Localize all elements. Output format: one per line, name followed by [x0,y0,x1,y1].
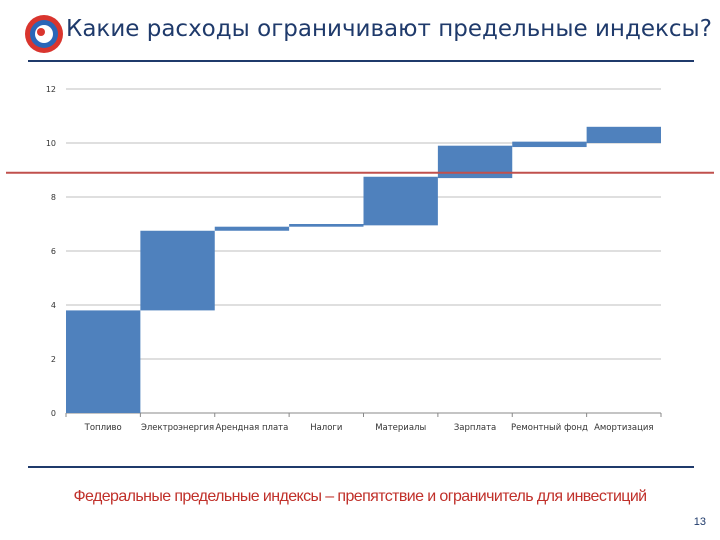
x-tick-label: Ремонтный фонд [511,423,588,433]
y-tick-label: 6 [51,247,56,256]
title-divider [28,60,694,62]
bar-5 [363,176,438,226]
y-tick-label: 8 [51,193,56,202]
y-tick-label: 4 [51,301,56,310]
page-number: 13 [693,516,706,528]
y-tick-label: 0 [51,409,56,418]
x-tick-label: Амортизация [594,423,653,433]
x-tick-label: Зарплата [454,423,496,433]
page-title: Какие расходы ограничивают предельные ин… [66,16,712,42]
bar-3 [214,226,290,231]
bar-1 [66,310,141,413]
bar-2 [140,230,215,311]
x-tick-label: Налоги [310,423,342,433]
y-tick-label: 10 [46,139,56,148]
x-tick-label: Арендная плата [216,423,289,433]
waterfall-chart: 0 2 4 6 8 10 12 Топливо Электроэнергия Арендная п… [6,85,714,433]
bar-8 [586,126,661,143]
footer-caption: Федеральные предельные индексы – препятс… [73,488,647,505]
x-tick-label: Материалы [375,423,426,433]
footer-divider [28,466,694,468]
y-tick-label: 2 [51,355,56,364]
logo-icon [24,14,64,54]
bar-7 [512,141,587,148]
x-tick-label: Топливо [84,423,122,433]
y-tick-label: 12 [46,85,56,94]
bar-4 [289,224,364,227]
x-tick-label: Электроэнергия [141,423,214,433]
